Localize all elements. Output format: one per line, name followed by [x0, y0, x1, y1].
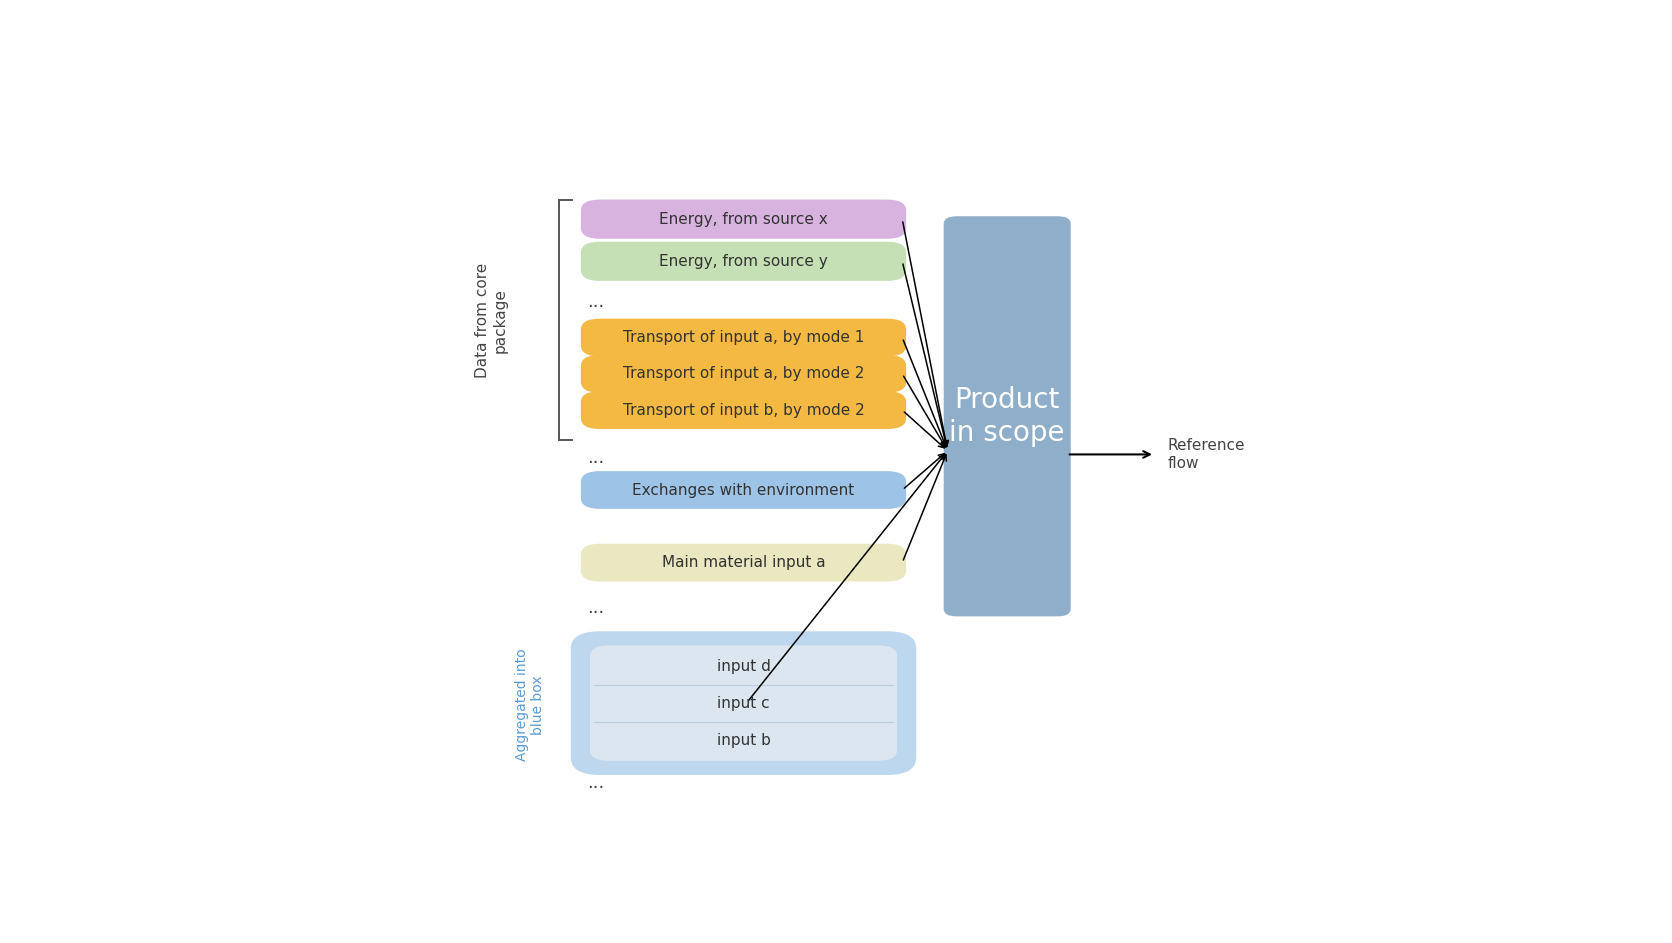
- Text: Exchanges with environment: Exchanges with environment: [632, 483, 854, 498]
- FancyBboxPatch shape: [943, 216, 1070, 617]
- Text: Energy, from source x: Energy, from source x: [659, 211, 828, 226]
- Text: input b: input b: [717, 733, 771, 748]
- Text: input d: input d: [717, 658, 771, 673]
- FancyBboxPatch shape: [580, 391, 906, 429]
- Text: Aggregated into
blue box: Aggregated into blue box: [515, 649, 545, 761]
- Text: Main material input a: Main material input a: [662, 555, 826, 571]
- Text: Transport of input b, by mode 2: Transport of input b, by mode 2: [622, 403, 864, 418]
- FancyBboxPatch shape: [580, 355, 906, 392]
- Text: Energy, from source y: Energy, from source y: [659, 254, 828, 269]
- Text: input c: input c: [717, 696, 769, 711]
- FancyBboxPatch shape: [580, 544, 906, 582]
- FancyBboxPatch shape: [590, 645, 898, 761]
- Text: Transport of input a, by mode 1: Transport of input a, by mode 1: [624, 330, 864, 345]
- FancyBboxPatch shape: [580, 319, 906, 356]
- Text: Reference
flow: Reference flow: [1167, 438, 1246, 471]
- Text: Transport of input a, by mode 2: Transport of input a, by mode 2: [624, 366, 864, 381]
- Text: ...: ...: [587, 773, 605, 791]
- FancyBboxPatch shape: [580, 200, 906, 239]
- FancyBboxPatch shape: [580, 241, 906, 281]
- Text: ...: ...: [587, 449, 605, 467]
- Text: Data from core
package: Data from core package: [475, 262, 508, 378]
- Text: Product
in scope: Product in scope: [950, 386, 1065, 447]
- Text: ...: ...: [587, 293, 605, 311]
- Text: ...: ...: [587, 600, 605, 618]
- FancyBboxPatch shape: [572, 633, 915, 774]
- FancyBboxPatch shape: [580, 472, 906, 509]
